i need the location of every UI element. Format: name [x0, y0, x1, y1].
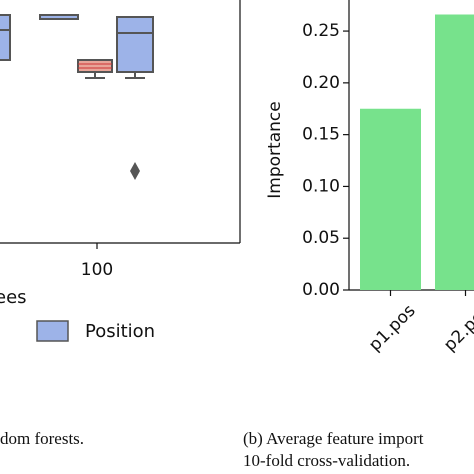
y-tick-label: 0.00 — [302, 280, 340, 300]
caption: (b) Average feature import — [243, 429, 424, 448]
legend-swatch — [36, 320, 69, 342]
y-tick-label: 0.15 — [302, 125, 340, 145]
y-tick-label: 0.25 — [302, 21, 340, 41]
flier — [130, 162, 140, 180]
x-tick-label: 100 — [81, 260, 113, 280]
bar — [360, 108, 421, 290]
y-tick-label: 0.20 — [302, 73, 340, 93]
y-axis-label: Importance — [265, 101, 285, 198]
box — [77, 59, 113, 73]
caption: dom forests. — [0, 429, 84, 448]
caption: 10-fold cross-validation. — [243, 451, 410, 470]
x-tick-label: p1.pos — [365, 301, 420, 356]
box-plot — [0, 14, 154, 180]
box — [39, 14, 79, 20]
legend-label: Position — [85, 321, 155, 342]
x-axis-label: ees — [0, 287, 27, 308]
bar — [435, 14, 474, 290]
y-tick-label: 0.05 — [302, 228, 340, 248]
box — [0, 14, 11, 61]
x-tick-label: p2.pos — [440, 301, 474, 356]
box — [116, 16, 154, 73]
y-tick-label: 0.10 — [302, 176, 340, 196]
